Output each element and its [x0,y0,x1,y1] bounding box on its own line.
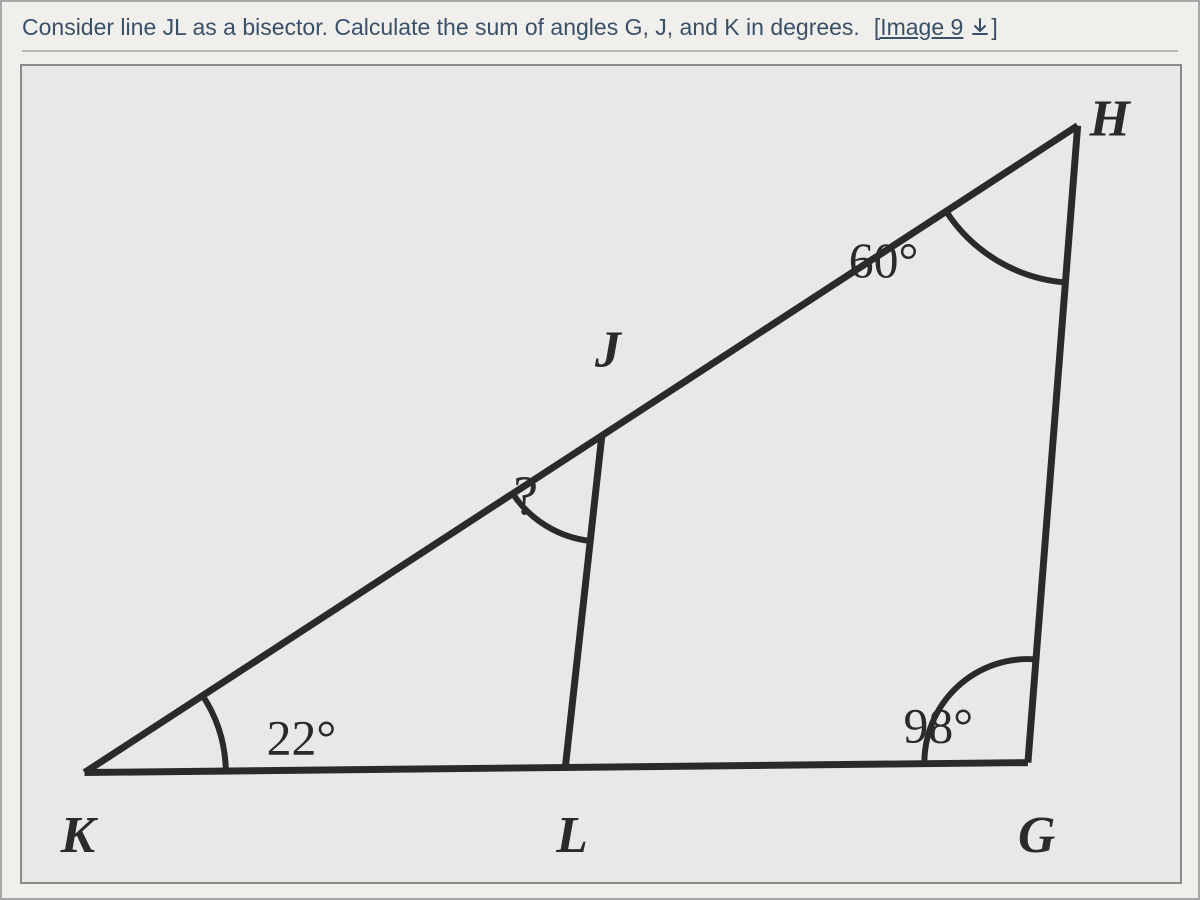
question-bar: Consider line JL as a bisector. Calculat… [22,10,1178,52]
question-text: Consider line JL as a bisector. Calculat… [22,14,860,41]
vertex-label-H: H [1089,91,1132,148]
page-container: Consider line JL as a bisector. Calculat… [0,0,1200,900]
triangle-diagram: K L G H J 22° 98° 60° ? [22,66,1180,882]
vertex-label-G: G [1018,807,1055,864]
angle-arc-H [946,211,1065,282]
angle-arc-K [203,696,226,771]
angle-value-G: 98° [904,699,974,754]
line-JL [565,434,602,768]
vertex-label-J: J [594,322,623,379]
bracket-close: ] [991,14,997,41]
vertex-label-L: L [555,807,588,864]
image-link[interactable]: [Image 9 [874,14,964,41]
vertex-label-K: K [60,807,99,864]
angle-value-K: 22° [267,711,337,766]
angle-value-H: 60° [849,233,919,288]
edge-GH [1028,126,1078,763]
angle-value-J-question: ? [513,465,538,527]
edge-HK [85,126,1078,773]
diagram-panel: K L G H J 22° 98° 60° ? [20,64,1182,884]
download-icon[interactable] [969,16,991,38]
